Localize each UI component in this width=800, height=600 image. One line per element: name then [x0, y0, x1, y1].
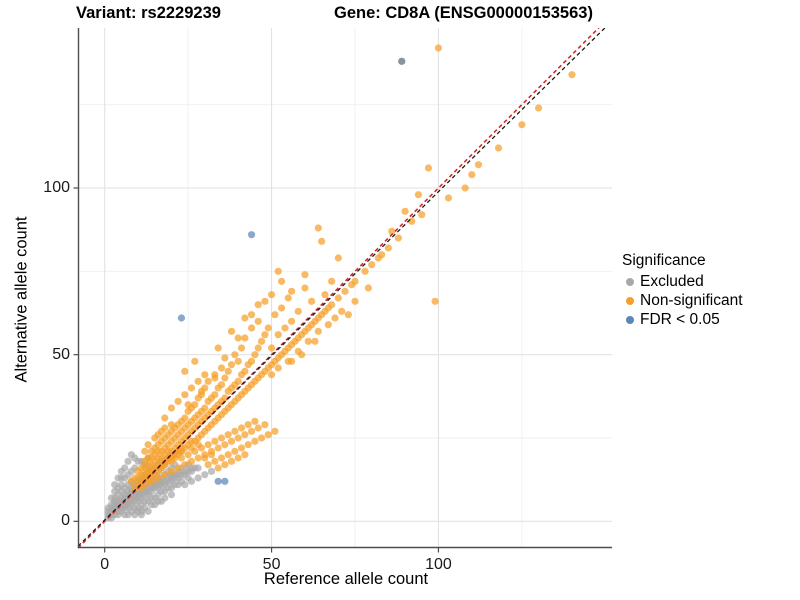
legend-dot-icon: [622, 310, 638, 329]
legend-title: Significance: [622, 252, 706, 269]
legend-swatch: [626, 277, 634, 286]
scatter-plot-svg: [73, 28, 612, 553]
plot-panel: [72, 28, 612, 553]
y-tick-label: 0: [61, 512, 70, 530]
x-tick-label: 100: [425, 556, 452, 573]
x-axis-title: Reference allele count: [263, 570, 429, 588]
legend-dot-icon: [622, 291, 638, 310]
legend-swatch: [626, 315, 634, 324]
x-tick-label: 0: [100, 556, 110, 573]
legend-item-label: FDR < 0.05: [640, 311, 720, 328]
legend-item-non-significant[interactable]: Non-significant: [622, 291, 797, 310]
chart-title-row: Variant: rs2229239 Gene: CD8A (ENSG00000…: [0, 4, 620, 30]
legend-items: Excluded Non-significant FDR < 0.05: [622, 272, 797, 329]
y-axis-title: Alternative allele count: [12, 216, 31, 383]
legend-dot-icon: [622, 272, 638, 291]
gene-title: Gene: CD8A (ENSG00000153563): [334, 4, 593, 22]
legend-item-label: Excluded: [640, 273, 704, 290]
y-tick-label: 50: [52, 345, 70, 363]
series-fdr-0-05: [177, 57, 406, 485]
legend-item-excluded[interactable]: Excluded: [622, 272, 797, 291]
legend-swatch: [626, 296, 634, 305]
legend-item-fdr-0-05[interactable]: FDR < 0.05: [622, 310, 797, 329]
y-tick-label: 100: [43, 179, 70, 196]
legend: Significance Excluded Non-significant FDR …: [622, 252, 797, 329]
variant-title: Variant: rs2229239: [76, 4, 221, 22]
fit-line: [77, 28, 606, 547]
x-tick-label: 50: [262, 556, 281, 573]
legend-item-label: Non-significant: [640, 292, 743, 309]
